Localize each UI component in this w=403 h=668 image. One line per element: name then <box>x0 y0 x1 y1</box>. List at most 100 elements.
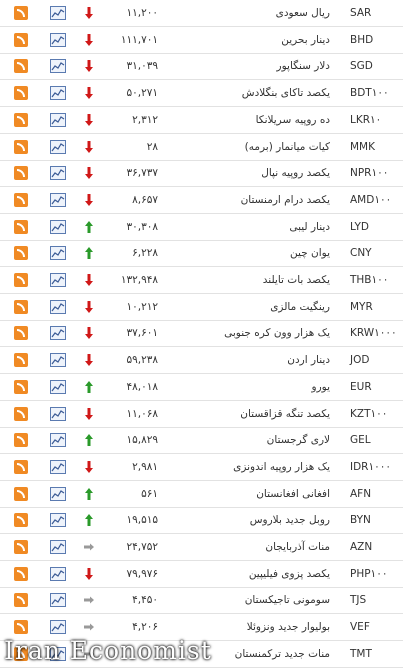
chart-icon[interactable] <box>50 620 66 635</box>
rss-icon[interactable] <box>14 406 28 421</box>
rss-icon[interactable] <box>14 6 28 20</box>
currency-name: روبل جدید بلاروس <box>249 514 330 527</box>
currency-name: یکصد بات تایلند <box>262 274 330 286</box>
chart-icon[interactable] <box>50 273 66 287</box>
rss-icon[interactable] <box>14 192 28 207</box>
chart-icon[interactable] <box>50 566 66 581</box>
currency-code: KRW۱۰۰۰ <box>350 327 397 340</box>
watermark: Iran Economist <box>4 636 212 665</box>
currency-code: TJS <box>350 594 367 607</box>
trend-arrow <box>83 59 95 73</box>
rss-icon[interactable] <box>14 593 28 608</box>
rss-icon[interactable] <box>14 433 28 448</box>
chart-icon[interactable] <box>50 86 66 101</box>
chart-icon[interactable] <box>50 406 66 421</box>
currency-code: SGD <box>350 60 373 73</box>
chart-icon[interactable] <box>50 219 66 234</box>
chart-icon[interactable] <box>50 326 66 341</box>
chart-icon[interactable] <box>50 593 66 608</box>
currency-name: یک هزار روپیه اندونزی <box>233 460 330 473</box>
currency-code: BYN <box>350 514 371 527</box>
rss-icon[interactable] <box>14 246 28 261</box>
rss-icon[interactable] <box>14 486 28 501</box>
trend-arrow <box>83 220 95 234</box>
rss-icon[interactable] <box>14 326 28 341</box>
rate-row: ۳۰,۳۰۸ دینار لیبی LYD <box>0 214 403 241</box>
trend-arrow <box>83 353 95 367</box>
rss-icon[interactable] <box>14 273 28 287</box>
trend-arrow <box>83 620 95 634</box>
rss-icon[interactable] <box>14 353 28 368</box>
chart-icon[interactable] <box>50 353 66 368</box>
rate-row: ۱۱۱,۷۰۱ دینار بحرین BHD <box>0 27 403 54</box>
currency-name: یکصد پزوی فیلیپین <box>248 567 330 580</box>
rss-icon[interactable] <box>14 59 28 74</box>
rss-icon[interactable] <box>14 86 28 101</box>
rate-value: ۲۴,۷۵۲ <box>126 541 158 553</box>
currency-code: VEF <box>350 621 370 634</box>
currency-code: JOD <box>350 354 370 367</box>
trend-arrow <box>83 86 95 100</box>
chart-icon[interactable] <box>50 6 66 20</box>
currency-code: NPR۱۰۰ <box>350 167 389 180</box>
rate-row: ۵۶۱ افغانی افغانستان AFN <box>0 481 403 508</box>
currency-code: KZT۱۰۰ <box>350 407 388 420</box>
currency-code: AMD۱۰۰ <box>350 193 392 206</box>
currency-code: GEL <box>350 434 371 447</box>
chart-icon[interactable] <box>50 112 66 127</box>
chart-icon[interactable] <box>50 540 66 554</box>
chart-icon[interactable] <box>50 246 66 261</box>
chart-icon[interactable] <box>50 166 66 181</box>
trend-arrow <box>83 113 95 127</box>
currency-name: دینار بحرین <box>281 33 330 46</box>
rate-value: ۱۱,۰۶۸ <box>126 407 158 420</box>
rate-row: ۱۵,۸۲۹ لاری گرجستان GEL <box>0 427 403 455</box>
rate-value: ۴,۲۰۶ <box>132 621 158 634</box>
trend-arrow <box>83 6 95 20</box>
rss-icon[interactable] <box>14 540 28 554</box>
rss-icon[interactable] <box>14 112 28 127</box>
rss-icon[interactable] <box>14 166 28 181</box>
rss-icon[interactable] <box>14 299 28 314</box>
currency-name: دینار لیبی <box>289 220 330 233</box>
currency-code: IDR۱۰۰۰ <box>350 460 392 473</box>
rss-icon[interactable] <box>14 459 28 474</box>
currency-name: رینگیت مالزی <box>270 300 330 313</box>
rate-row: ۱۳۲,۹۴۸ یکصد بات تایلند THB۱۰۰ <box>0 267 403 294</box>
chart-icon[interactable] <box>50 433 66 448</box>
rss-icon[interactable] <box>14 566 28 581</box>
chart-icon[interactable] <box>50 513 66 528</box>
rss-icon[interactable] <box>14 513 28 528</box>
currency-name: لاری گرجستان <box>266 434 330 447</box>
chart-icon[interactable] <box>50 379 66 394</box>
rss-icon[interactable] <box>14 620 28 635</box>
currency-code: LYD <box>350 220 369 233</box>
rss-icon[interactable] <box>14 219 28 234</box>
currency-name: دینار اردن <box>287 354 330 367</box>
currency-name: یکصد درام ارمنستان <box>240 193 330 206</box>
currency-name: سومونی تاجیکستان <box>244 594 330 607</box>
chart-icon[interactable] <box>50 299 66 314</box>
chart-icon[interactable] <box>50 139 66 154</box>
chart-icon[interactable] <box>50 486 66 501</box>
rate-value: ۵۰,۲۷۱ <box>126 87 158 100</box>
chart-icon[interactable] <box>50 646 66 661</box>
rss-icon[interactable] <box>14 646 28 661</box>
rate-row: ۲,۹۸۱ یک هزار روپیه اندونزی IDR۱۰۰۰ <box>0 454 403 481</box>
rss-icon[interactable] <box>14 32 28 47</box>
rate-row: ۷۹,۹۷۶ یکصد پزوی فیلیپین PHP۱۰۰ <box>0 561 403 588</box>
rss-icon[interactable] <box>14 139 28 154</box>
chart-icon[interactable] <box>50 32 66 47</box>
rate-row: ۴,۲۰۶ بولیوار جدید ونزوئلا VEF <box>0 614 403 642</box>
rate-row: ۴,۴۵۰ سومونی تاجیکستان TJS <box>0 587 403 615</box>
chart-icon[interactable] <box>50 192 66 207</box>
chart-icon[interactable] <box>50 59 66 74</box>
rate-row: ۱۰,۲۱۲ رینگیت مالزی MYR <box>0 294 403 321</box>
trend-arrow <box>83 193 95 207</box>
rss-icon[interactable] <box>14 379 28 394</box>
trend-arrow <box>83 140 95 154</box>
currency-name: یکصد روپیه نپال <box>261 167 330 180</box>
rate-row: ۵۰,۲۷۱ یکصد تاکای بنگلادش BDT۱۰۰ <box>0 80 403 108</box>
chart-icon[interactable] <box>50 459 66 474</box>
rate-row: ۳۶,۷۳۷ یکصد روپیه نپال NPR۱۰۰ <box>0 160 403 188</box>
